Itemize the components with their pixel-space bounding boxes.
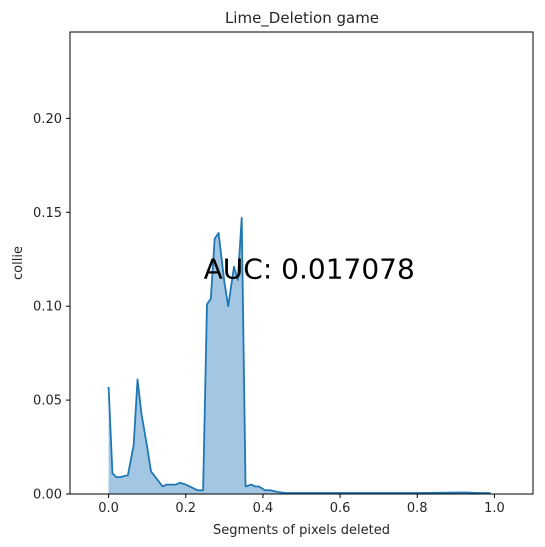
x-tick-label: 0.2 xyxy=(175,501,196,516)
auc-annotation: AUC: 0.017078 xyxy=(204,253,415,286)
series-area-fill xyxy=(108,217,491,494)
y-tick-label: 0.20 xyxy=(33,112,62,127)
x-axis-label: Segments of pixels deleted xyxy=(213,523,390,538)
x-tick-label: 1.0 xyxy=(484,501,505,516)
y-axis: 0.00 0.05 0.10 0.15 0.20 xyxy=(33,112,70,503)
x-tick-label: 0.6 xyxy=(330,501,351,516)
plot-area xyxy=(69,31,534,495)
x-tick-label: 0.4 xyxy=(253,501,274,516)
x-tick-label: 0.8 xyxy=(407,501,428,516)
y-tick-label: 0.00 xyxy=(33,488,62,503)
x-axis: 0.0 0.2 0.4 0.6 0.8 1.0 xyxy=(98,494,505,516)
y-tick-label: 0.05 xyxy=(33,394,62,409)
y-tick-label: 0.15 xyxy=(33,206,62,221)
plot-frame xyxy=(69,31,534,495)
x-tick-label: 0.0 xyxy=(98,501,119,516)
y-tick-label: 0.10 xyxy=(33,300,62,315)
y-axis-label: collie xyxy=(11,246,26,280)
series-line xyxy=(107,217,491,494)
chart-title: Lime_Deletion game xyxy=(225,9,379,28)
